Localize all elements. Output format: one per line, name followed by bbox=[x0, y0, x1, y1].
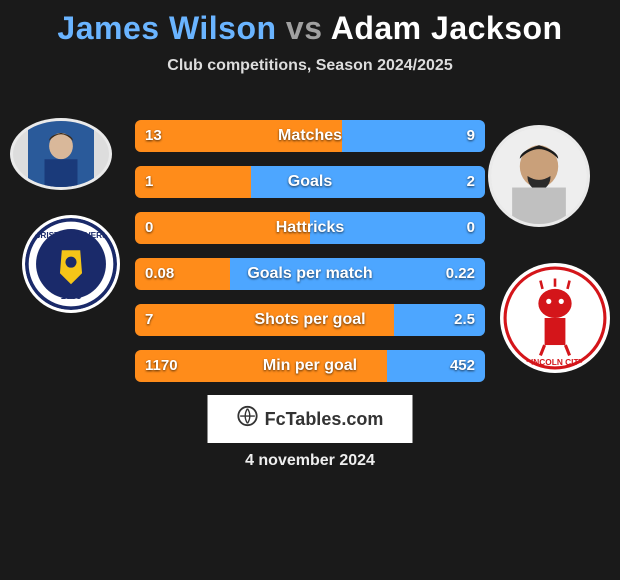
lincoln-city-badge-icon: LINCOLN CITY bbox=[503, 266, 607, 370]
page-title: James Wilson vs Adam Jackson bbox=[0, 0, 620, 47]
player1-club-badge: BRISTOL ROVERS 1883 bbox=[22, 215, 120, 313]
stat-value-right: 452 bbox=[450, 350, 475, 382]
branding-banner[interactable]: FcTables.com bbox=[208, 395, 413, 443]
subtitle: Club competitions, Season 2024/2025 bbox=[0, 57, 620, 75]
svg-text:LINCOLN CITY: LINCOLN CITY bbox=[526, 357, 585, 367]
stat-row-matches: 13 Matches 9 bbox=[135, 120, 485, 152]
player2-club-badge: LINCOLN CITY bbox=[500, 263, 610, 373]
stat-row-goals-per-match: 0.08 Goals per match 0.22 bbox=[135, 258, 485, 290]
stat-label: Goals per match bbox=[135, 258, 485, 290]
stat-row-shots-per-goal: 7 Shots per goal 2.5 bbox=[135, 304, 485, 336]
bristol-rovers-badge-icon: BRISTOL ROVERS 1883 bbox=[25, 218, 117, 310]
stat-value-right: 9 bbox=[467, 120, 475, 152]
title-player2: Adam Jackson bbox=[331, 10, 563, 46]
player1-photo-icon bbox=[13, 121, 109, 187]
svg-text:BRISTOL ROVERS: BRISTOL ROVERS bbox=[34, 231, 108, 240]
branding-text: FcTables.com bbox=[265, 409, 384, 430]
title-vs: vs bbox=[286, 10, 323, 46]
stat-row-goals: 1 Goals 2 bbox=[135, 166, 485, 198]
stat-label: Shots per goal bbox=[135, 304, 485, 336]
stat-row-min-per-goal: 1170 Min per goal 452 bbox=[135, 350, 485, 382]
stat-label: Goals bbox=[135, 166, 485, 198]
stat-row-hattricks: 0 Hattricks 0 bbox=[135, 212, 485, 244]
title-player1: James Wilson bbox=[57, 10, 276, 46]
date-label: 4 november 2024 bbox=[0, 452, 620, 470]
player2-avatar bbox=[488, 125, 590, 227]
stats-container: 13 Matches 9 1 Goals 2 0 Hattricks 0 0.0… bbox=[135, 120, 485, 396]
player1-avatar bbox=[10, 118, 112, 190]
stat-value-right: 2.5 bbox=[454, 304, 475, 336]
stat-label: Matches bbox=[135, 120, 485, 152]
fctables-logo-icon bbox=[237, 405, 259, 433]
player2-photo-icon bbox=[491, 128, 587, 224]
stat-label: Hattricks bbox=[135, 212, 485, 244]
stat-value-right: 2 bbox=[467, 166, 475, 198]
stat-value-right: 0.22 bbox=[446, 258, 475, 290]
svg-text:1883: 1883 bbox=[61, 291, 81, 301]
stat-value-right: 0 bbox=[467, 212, 475, 244]
stat-label: Min per goal bbox=[135, 350, 485, 382]
comparison-card: James Wilson vs Adam Jackson Club compet… bbox=[0, 0, 620, 580]
